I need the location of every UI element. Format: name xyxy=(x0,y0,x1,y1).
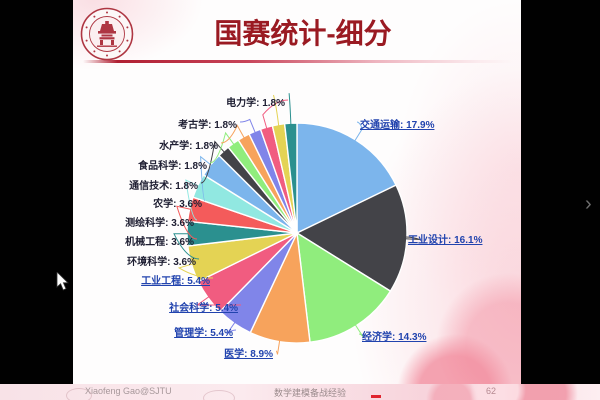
footer-author: Xiaofeng Gao@SJTU xyxy=(85,386,172,396)
pie-label-交通运输: 交通运输: 17.9% xyxy=(360,120,435,131)
slide-title: 国赛统计-细分 xyxy=(214,18,392,49)
pie-label-经济学: 经济学: 14.3% xyxy=(362,332,427,343)
pie-label-食品科学: 食品科学: 1.8% xyxy=(138,161,207,172)
pie-label-社会科学: 社会科学: 5.4% xyxy=(169,303,238,314)
footer-deck-title: 数学建模备战经验 xyxy=(274,388,347,398)
pie-label-考古学: 考古学: 1.8% xyxy=(178,120,237,131)
pie-label-工业工程: 工业工程: 5.4% xyxy=(141,276,210,287)
pie-label-机械工程: 机械工程: 3.6% xyxy=(125,237,194,248)
pie-label-电力学: 电力学: 1.8% xyxy=(226,98,285,109)
mouse-cursor xyxy=(56,272,69,291)
pie-label-工业设计: 工业设计: 16.1% xyxy=(408,235,483,246)
pie-label-管理学: 管理学: 5.4% xyxy=(174,328,233,339)
title-divider-line xyxy=(83,60,513,63)
university-seal-logo xyxy=(80,7,134,61)
pie-label-测绘科学: 测绘科学: 3.6% xyxy=(125,218,194,229)
slide-bottom-strip: Xiaofeng Gao@SJTU 数学建模备战经验 62 xyxy=(0,384,600,400)
page-number: 62 xyxy=(486,386,497,396)
pie-label-水产学: 水产学: 1.8% xyxy=(159,141,218,152)
pie-label-通信技术: 通信技术: 1.8% xyxy=(129,181,198,192)
decorative-circle xyxy=(203,390,235,400)
pie-label-农学: 农学: 3.6% xyxy=(153,199,202,210)
pillarbox-right xyxy=(521,0,600,384)
decorative-circle xyxy=(66,388,92,400)
red-marker xyxy=(371,395,381,398)
pillarbox-left xyxy=(0,0,73,384)
pie-label-环境科学: 环境科学: 3.6% xyxy=(127,257,196,268)
presentation-slide: 国赛统计-细分 xyxy=(73,0,521,384)
pie-label-医学: 医学: 8.9% xyxy=(224,349,273,360)
player-next-icon[interactable]: › xyxy=(585,193,592,215)
